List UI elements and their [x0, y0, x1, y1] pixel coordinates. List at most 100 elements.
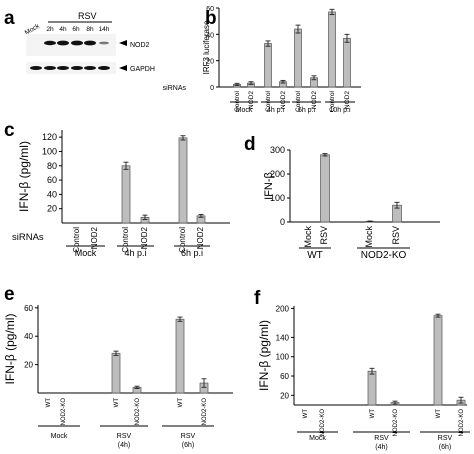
group-label: RSV — [438, 435, 453, 442]
category-label: NOD2 — [280, 91, 287, 109]
group-label: RSV — [117, 433, 132, 440]
category-label: NOD2 — [90, 226, 99, 249]
bar — [367, 370, 377, 406]
arrow-left-icon — [119, 65, 127, 71]
group-label: RSV — [181, 433, 196, 440]
blot-band-gapdh — [57, 66, 69, 70]
y-axis-label: IFN-β (pg/ml) — [17, 141, 31, 212]
group-label: 10h p.i — [329, 107, 350, 114]
y-tick-label: 100 — [270, 193, 285, 203]
blot-band-nod2 — [99, 41, 109, 45]
category-label: NOD2-KO — [135, 398, 141, 426]
chart-d: 0 100 200 300 IFN-β Mock RSV Mock RSV WT NOD2-KO — [263, 145, 440, 261]
category-label: WT — [370, 409, 376, 419]
bar — [320, 154, 330, 223]
group-label: (4h) — [375, 444, 387, 451]
blot-lane-8h: 8h — [86, 26, 94, 33]
bar — [433, 315, 443, 406]
y-tick-label: 120 — [42, 132, 57, 142]
y-tick-label: 20 — [280, 391, 289, 400]
group-label: (4h) — [118, 442, 130, 449]
group-label: Mock — [236, 107, 253, 114]
blot-lane-4h: 4h — [59, 26, 67, 33]
category-label: NOD2-KO — [459, 409, 465, 437]
category-label: WT — [46, 398, 52, 408]
blot-group-label: RSV — [78, 11, 97, 21]
group-label: (6h) — [182, 442, 194, 449]
blot-label-nod2: NOD2 — [130, 42, 150, 49]
y-tick-label: 200 — [276, 304, 290, 313]
y-tick-label: 0 — [210, 85, 214, 92]
panel-letter-e: e — [4, 284, 15, 305]
bar — [343, 37, 351, 88]
chart-e: 20 40 60 IFN-β (pg/ml) WT NOD2-KO WT NOD2-KO WT N… — [3, 304, 233, 449]
bar — [175, 318, 185, 394]
blot-band-gapdh — [30, 66, 42, 70]
category-label: WT — [178, 398, 184, 408]
category-label: RSV — [319, 226, 329, 245]
arrow-left-icon — [119, 40, 127, 46]
category-label: WT — [114, 398, 120, 408]
y-tick-label: 0 — [280, 217, 285, 227]
category-label: Control — [72, 227, 81, 253]
y-tick-label: 60 — [47, 175, 57, 185]
category-label: NOD2-KO — [320, 409, 326, 437]
blot-nod2-strip — [26, 34, 116, 56]
category-label: Control — [121, 227, 130, 253]
category-label: Control — [295, 90, 302, 112]
chart-f: 20 60 100 140 200 IFN-β (pg/ml) WT NOD2-KO WT NOD… — [257, 304, 470, 451]
y-tick-label: 140 — [276, 333, 290, 342]
blot-band-nod2 — [44, 40, 56, 46]
category-label: Control — [178, 227, 187, 253]
bar — [178, 137, 188, 224]
panel-letter-b: b — [205, 8, 217, 29]
y-tick-label: 80 — [47, 161, 57, 171]
y-tick-label: 60 — [24, 304, 33, 313]
group-label: (6h) — [439, 444, 451, 451]
y-tick-label: 200 — [270, 169, 285, 179]
category-label: NOD2 — [140, 226, 149, 249]
bar — [294, 28, 302, 88]
blot-band-gapdh — [71, 66, 83, 70]
chart-c: 20 40 60 80 100 120 IFN-β (pg/ml) Control NOD2 Co… — [17, 130, 230, 258]
category-label: Control — [329, 90, 336, 112]
category-label: NOD2 — [344, 91, 351, 109]
category-label: NOD2-KO — [393, 409, 399, 437]
y-tick-label: 300 — [270, 145, 285, 155]
y-axis-label: IFN-β (pg/ml) — [257, 320, 271, 391]
blot-band-nod2 — [57, 40, 69, 46]
group-label: Mock — [75, 248, 97, 258]
sirna-label-b: siRNAs — [163, 85, 187, 92]
category-label: Mock — [364, 226, 374, 248]
y-tick-label: 100 — [276, 353, 290, 362]
western-blot: RSV Mock 2h 4h 6h 8h 14h NOD2 GAPDH — [24, 11, 155, 74]
panel-letter-a: a — [4, 8, 15, 29]
y-tick-label: 40 — [47, 189, 57, 199]
y-axis-label: IFN-β (pg/ml) — [3, 314, 17, 385]
category-label: Control — [234, 90, 241, 112]
group-label: NOD2-KO — [361, 250, 407, 261]
category-label: Mock — [303, 226, 313, 248]
category-label: Control — [265, 90, 272, 112]
blot-lane-6h: 6h — [72, 26, 80, 33]
bar — [111, 352, 121, 394]
charts: 0 20 40 60 IRF3 luciferase Control NOD2 Control… — [3, 6, 470, 451]
category-label: WT — [303, 409, 309, 419]
group-label: WT — [307, 250, 323, 261]
y-axis-label: IRF3 luciferase — [202, 20, 211, 74]
bar — [328, 11, 336, 88]
category-label: NOD2 — [196, 226, 205, 249]
panel-letter-c: c — [4, 120, 15, 141]
blot-band-nod2 — [71, 40, 83, 46]
category-label: NOD2 — [248, 91, 255, 109]
group-label: RSV — [374, 435, 389, 442]
blot-label-gapdh: GAPDH — [130, 66, 155, 73]
blot-band-gapdh — [98, 66, 110, 70]
chart-b: 0 20 40 60 IRF3 luciferase Control NOD2 Control… — [202, 6, 361, 114]
y-tick-label: 20 — [206, 59, 214, 66]
blot-band-gapdh — [84, 66, 96, 70]
category-label: NOD2-KO — [202, 398, 208, 426]
group-label: 4h p.i — [124, 248, 146, 258]
blot-lane-14h: 14h — [99, 26, 110, 33]
